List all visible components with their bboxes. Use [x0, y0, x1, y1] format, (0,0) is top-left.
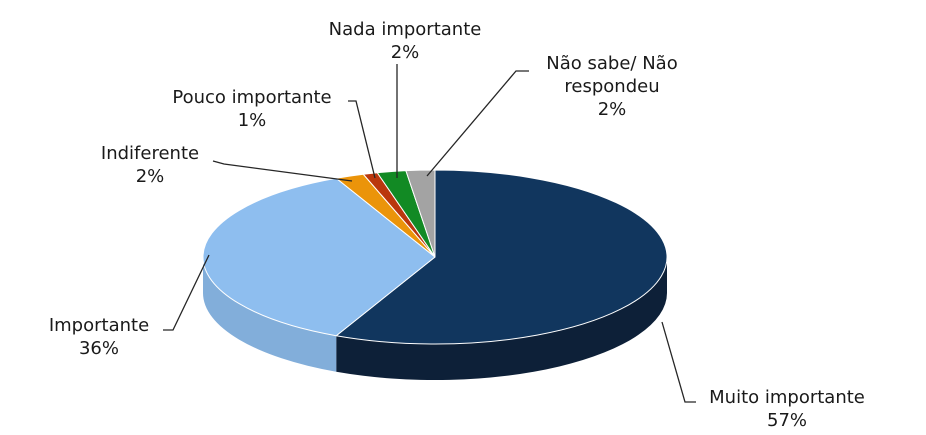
slice-percent: 1%	[237, 110, 267, 131]
leader-line-importante	[163, 254, 210, 331]
pie-slice-nao-sabe-nao-respondeu	[405, 169, 436, 258]
label-nao-sabe-nao-respondeu: Não sabe/ Não respondeu 2%	[532, 52, 692, 121]
label-indiferente: Indiferente 2%	[101, 142, 199, 188]
slice-name: Não sabe/ Não respondeu	[546, 53, 678, 97]
slice-name: Pouco importante	[172, 87, 332, 108]
slice-percent: 57%	[766, 410, 808, 431]
slice-percent: 2%	[135, 166, 165, 187]
leader-line-nao-sabe-nao-respondeu	[426, 70, 529, 177]
slice-name: Importante	[48, 315, 150, 336]
slice-percent: 2%	[390, 42, 420, 63]
slice-name: Nada importante	[328, 19, 482, 40]
pie-slice-muito-importante	[335, 169, 668, 345]
pie-slice-side-importante	[203, 257, 337, 372]
label-muito-importante: Muito importante 57%	[709, 386, 865, 432]
leader-line-muito-importante	[661, 321, 696, 403]
leader-line-pouco-importante	[348, 100, 376, 179]
slice-percent: 2%	[597, 99, 627, 120]
leader-line-indiferente	[212, 160, 353, 182]
label-pouco-importante: Pouco importante 1%	[172, 86, 331, 132]
slice-name: Muito importante	[709, 387, 865, 408]
pie-slice-importante	[202, 177, 436, 337]
label-importante: Importante 36%	[49, 314, 149, 360]
label-nada-importante: Nada importante 2%	[329, 18, 482, 64]
pie-slice-side-muito-importante	[336, 257, 667, 380]
slice-name: Indiferente	[100, 143, 200, 164]
slice-percent: 36%	[78, 338, 119, 359]
